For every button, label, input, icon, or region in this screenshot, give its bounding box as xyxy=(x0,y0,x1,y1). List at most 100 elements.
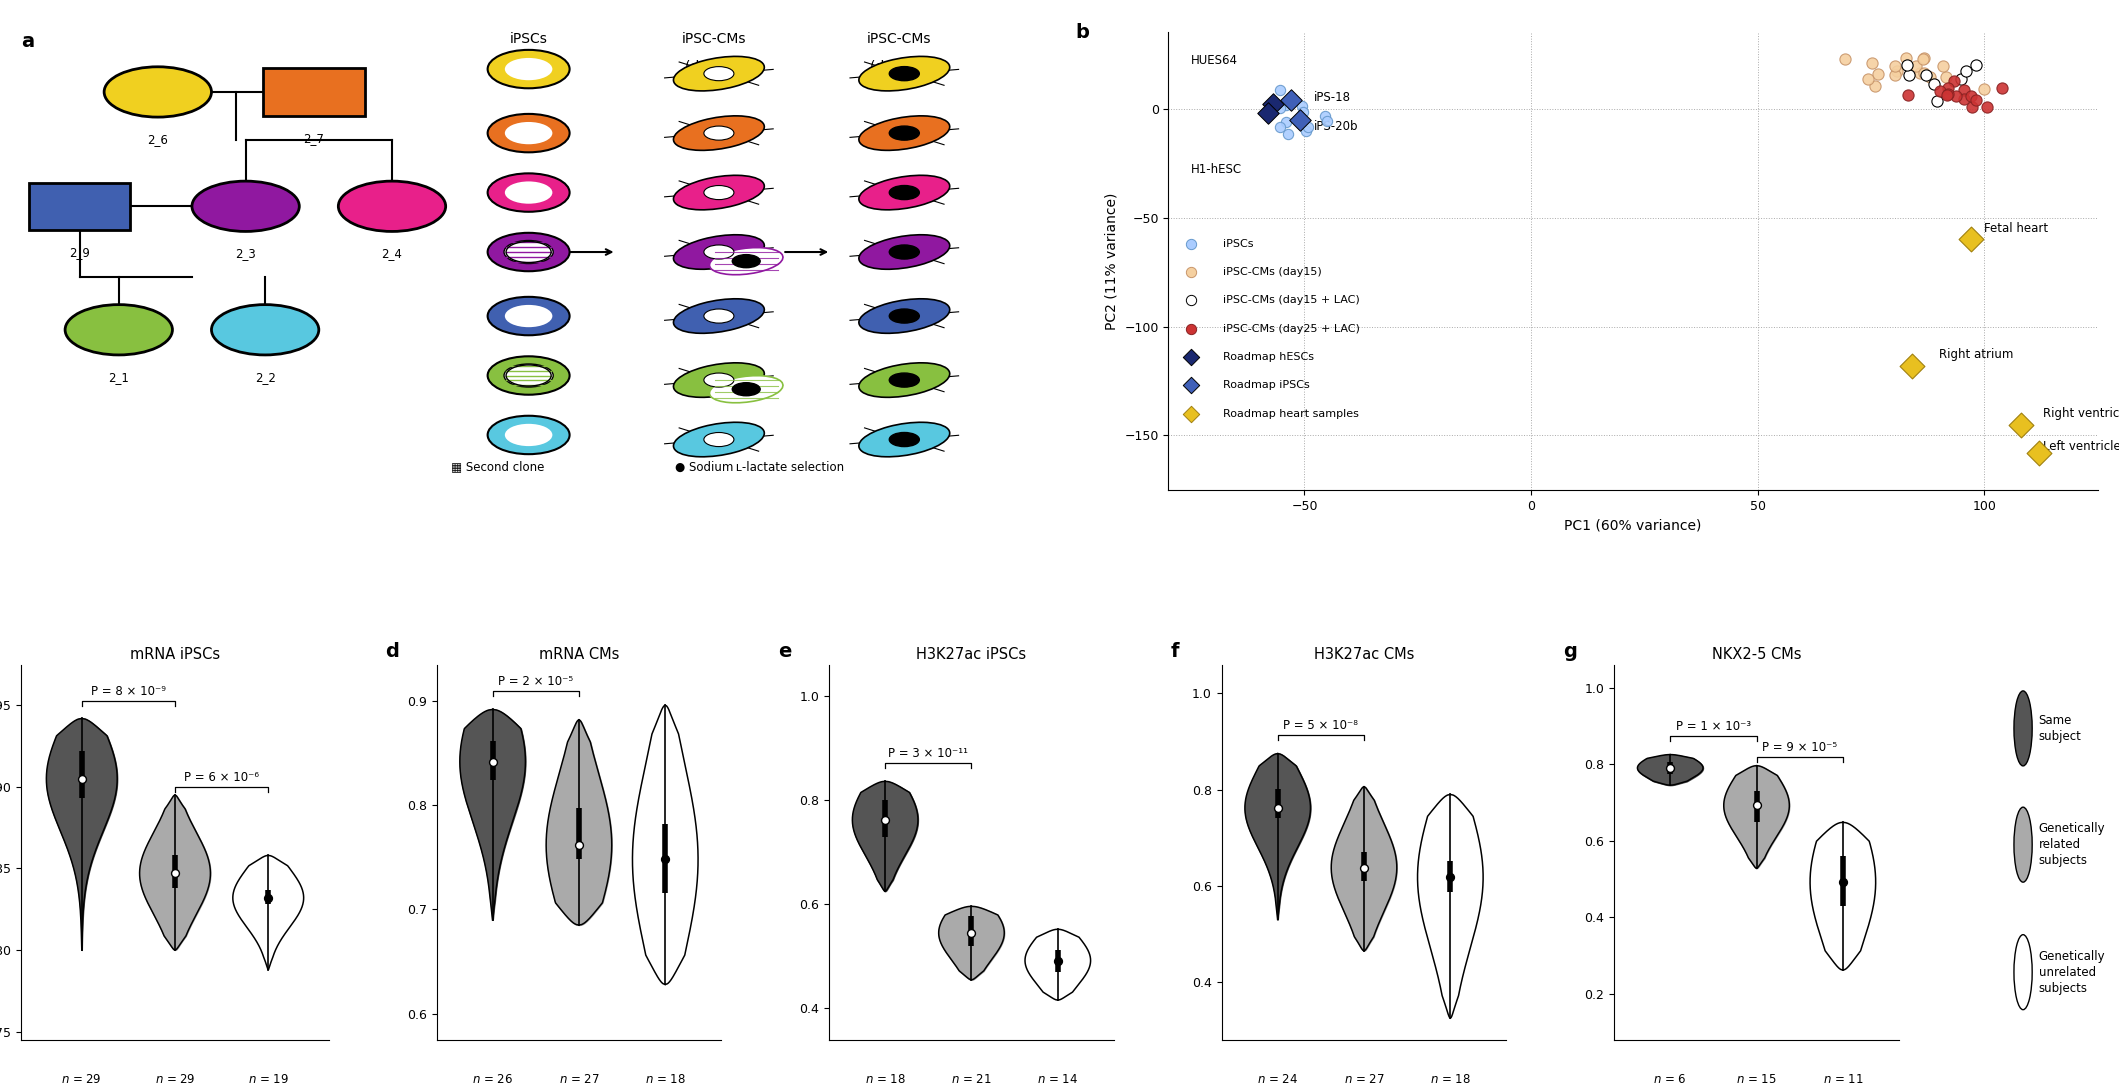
Text: 2_2: 2_2 xyxy=(254,371,275,384)
Ellipse shape xyxy=(858,299,949,334)
Text: $n$ = 21: $n$ = 21 xyxy=(951,1073,992,1083)
Point xyxy=(1937,73,1971,90)
Circle shape xyxy=(2013,935,2032,1009)
X-axis label: PC1 (60% variance): PC1 (60% variance) xyxy=(1564,518,1702,532)
Text: (day 25): (day 25) xyxy=(871,60,928,74)
Point xyxy=(1432,869,1466,886)
Point xyxy=(1274,91,1307,108)
Point xyxy=(1930,80,1964,97)
Point xyxy=(1653,759,1687,777)
Point xyxy=(1174,235,1208,252)
Circle shape xyxy=(704,432,733,446)
Text: 2_9: 2_9 xyxy=(70,246,91,259)
Point xyxy=(1949,63,1983,80)
Point xyxy=(1282,110,1316,128)
Title: H3K27ac iPSCs: H3K27ac iPSCs xyxy=(915,647,1026,662)
Circle shape xyxy=(504,305,553,327)
Text: iPSCs: iPSCs xyxy=(1223,238,1252,249)
Point xyxy=(1348,859,1382,876)
Text: $n$ = 26: $n$ = 26 xyxy=(473,1073,513,1083)
Circle shape xyxy=(2013,691,2032,766)
Point xyxy=(1856,54,1890,71)
Point xyxy=(1250,104,1284,121)
Text: P = 9 × 10⁻⁵: P = 9 × 10⁻⁵ xyxy=(1763,741,1837,754)
Text: $n$ = 18: $n$ = 18 xyxy=(644,1073,687,1083)
Point xyxy=(1909,66,1943,83)
Text: ● Sodium ʟ-lactate selection: ● Sodium ʟ-lactate selection xyxy=(676,460,843,473)
Text: Roadmap heart samples: Roadmap heart samples xyxy=(1223,408,1358,419)
Point xyxy=(1040,952,1074,969)
Text: $n$ = 19: $n$ = 19 xyxy=(248,1073,288,1083)
Point xyxy=(1174,405,1208,422)
Point xyxy=(1947,90,1981,107)
Text: $n$ = 27: $n$ = 27 xyxy=(1343,1073,1384,1083)
Point xyxy=(1907,64,1941,81)
Text: P = 3 × 10⁻¹¹: P = 3 × 10⁻¹¹ xyxy=(888,747,968,760)
Point xyxy=(1286,103,1320,120)
Point xyxy=(1257,95,1290,113)
Point xyxy=(1860,65,1894,82)
Ellipse shape xyxy=(674,175,765,210)
Circle shape xyxy=(890,67,920,81)
Point xyxy=(1263,81,1297,99)
Ellipse shape xyxy=(858,363,949,397)
Circle shape xyxy=(704,67,733,81)
Text: P = 8 × 10⁻⁹: P = 8 × 10⁻⁹ xyxy=(91,686,165,699)
Point xyxy=(1310,112,1343,129)
Point xyxy=(1954,99,1988,116)
Point xyxy=(1986,79,2019,96)
Text: g: g xyxy=(1564,642,1577,661)
Text: P = 2 × 10⁻⁵: P = 2 × 10⁻⁵ xyxy=(498,675,574,688)
Ellipse shape xyxy=(674,422,765,457)
Point xyxy=(1877,57,1911,75)
Circle shape xyxy=(66,304,172,355)
Point xyxy=(1903,64,1937,81)
Circle shape xyxy=(504,364,553,387)
Point xyxy=(1290,118,1324,135)
Point xyxy=(1899,57,1933,75)
Circle shape xyxy=(504,423,553,446)
Point xyxy=(1930,68,1964,86)
Point xyxy=(1307,107,1341,125)
Point xyxy=(1269,114,1303,131)
Text: 2_6: 2_6 xyxy=(148,133,167,146)
Point xyxy=(1918,75,1952,92)
Text: $n$ = 27: $n$ = 27 xyxy=(559,1073,600,1083)
Text: d: d xyxy=(386,642,398,661)
Point xyxy=(869,811,903,828)
Ellipse shape xyxy=(858,235,949,270)
Title: NKX2-5 CMs: NKX2-5 CMs xyxy=(1712,647,1801,662)
Point xyxy=(1890,56,1924,74)
Circle shape xyxy=(733,382,761,395)
Circle shape xyxy=(504,182,553,204)
Point xyxy=(1852,70,1886,88)
Point xyxy=(1174,349,1208,366)
Point xyxy=(1261,799,1295,817)
Text: H1-hESC: H1-hESC xyxy=(1191,164,1242,177)
Ellipse shape xyxy=(674,235,765,270)
Text: iPSC-CMs (day25 + LAC): iPSC-CMs (day25 + LAC) xyxy=(1223,324,1360,334)
Point xyxy=(1174,377,1208,394)
Point xyxy=(1954,231,1988,248)
Point xyxy=(2005,416,2038,433)
Circle shape xyxy=(890,185,920,199)
Point xyxy=(1971,99,2005,116)
Text: a: a xyxy=(21,32,34,52)
Ellipse shape xyxy=(710,248,782,275)
Point xyxy=(1858,77,1892,94)
Point xyxy=(1288,122,1322,140)
Text: Genetically
related
subjects: Genetically related subjects xyxy=(2038,822,2104,867)
Text: P = 5 × 10⁻⁸: P = 5 × 10⁻⁸ xyxy=(1284,719,1358,732)
Point xyxy=(1920,92,1954,109)
Text: $n$ = 11: $n$ = 11 xyxy=(1822,1073,1863,1083)
Ellipse shape xyxy=(674,56,765,91)
Text: Right ventricle: Right ventricle xyxy=(2043,407,2119,420)
Text: iPS-18: iPS-18 xyxy=(1314,91,1350,104)
Text: 2_7: 2_7 xyxy=(303,132,324,145)
Circle shape xyxy=(212,304,318,355)
Point xyxy=(1877,66,1911,83)
Point xyxy=(475,753,509,770)
Point xyxy=(1954,88,1988,105)
Text: iPS-20b: iPS-20b xyxy=(1314,119,1358,132)
Point xyxy=(1926,57,1960,75)
